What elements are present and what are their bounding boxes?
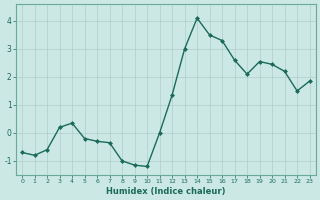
X-axis label: Humidex (Indice chaleur): Humidex (Indice chaleur) (106, 187, 226, 196)
